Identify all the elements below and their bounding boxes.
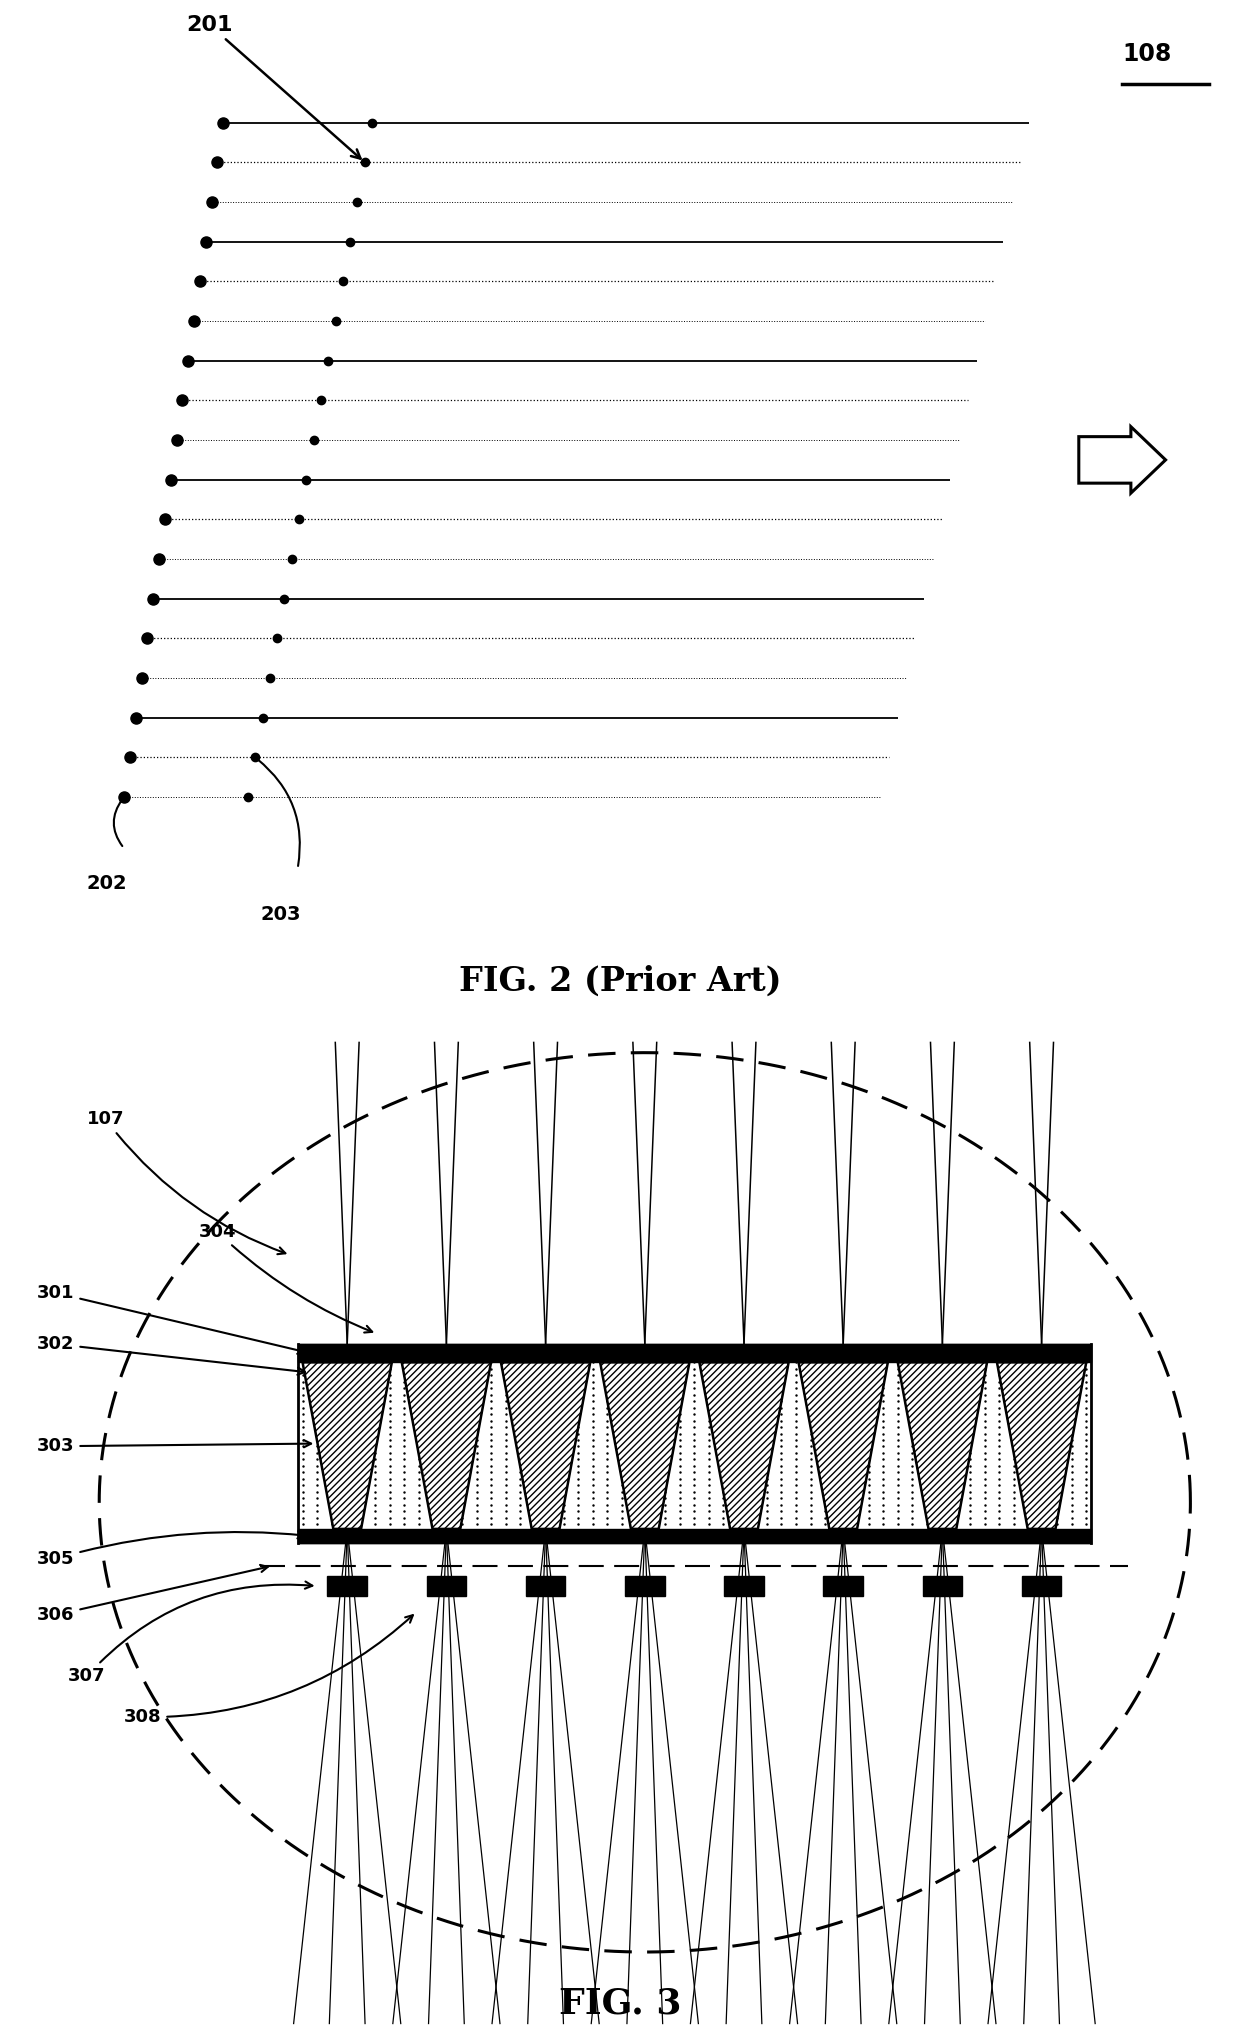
Text: 305: 305 xyxy=(37,1531,305,1568)
Bar xyxy=(327,1576,367,1596)
Text: 301: 301 xyxy=(37,1284,305,1353)
Text: 303: 303 xyxy=(37,1437,311,1455)
Polygon shape xyxy=(699,1361,789,1529)
Text: 307: 307 xyxy=(68,1582,312,1684)
Bar xyxy=(923,1576,962,1596)
Bar xyxy=(298,1529,1091,1543)
Polygon shape xyxy=(402,1361,491,1529)
Text: 107: 107 xyxy=(87,1110,285,1255)
Text: 202: 202 xyxy=(87,875,128,893)
Text: 108: 108 xyxy=(1122,43,1172,65)
Text: 308: 308 xyxy=(124,1615,413,1725)
Text: 302: 302 xyxy=(37,1335,305,1376)
Bar xyxy=(1022,1576,1061,1596)
Text: 306: 306 xyxy=(37,1566,268,1623)
Polygon shape xyxy=(898,1361,987,1529)
Text: 304: 304 xyxy=(198,1222,372,1333)
Bar xyxy=(427,1576,466,1596)
Bar xyxy=(526,1576,565,1596)
Polygon shape xyxy=(303,1361,392,1529)
Text: FIG. 3: FIG. 3 xyxy=(559,1987,681,2019)
Text: 203: 203 xyxy=(260,905,301,924)
Polygon shape xyxy=(501,1361,590,1529)
Bar xyxy=(625,1576,665,1596)
Bar xyxy=(724,1576,764,1596)
Polygon shape xyxy=(799,1361,888,1529)
Polygon shape xyxy=(997,1361,1086,1529)
Text: FIG. 2 (Prior Art): FIG. 2 (Prior Art) xyxy=(459,965,781,997)
Text: 201: 201 xyxy=(186,14,361,159)
Bar xyxy=(298,1345,1091,1361)
Polygon shape xyxy=(1079,427,1166,493)
Bar xyxy=(823,1576,863,1596)
Polygon shape xyxy=(600,1361,689,1529)
